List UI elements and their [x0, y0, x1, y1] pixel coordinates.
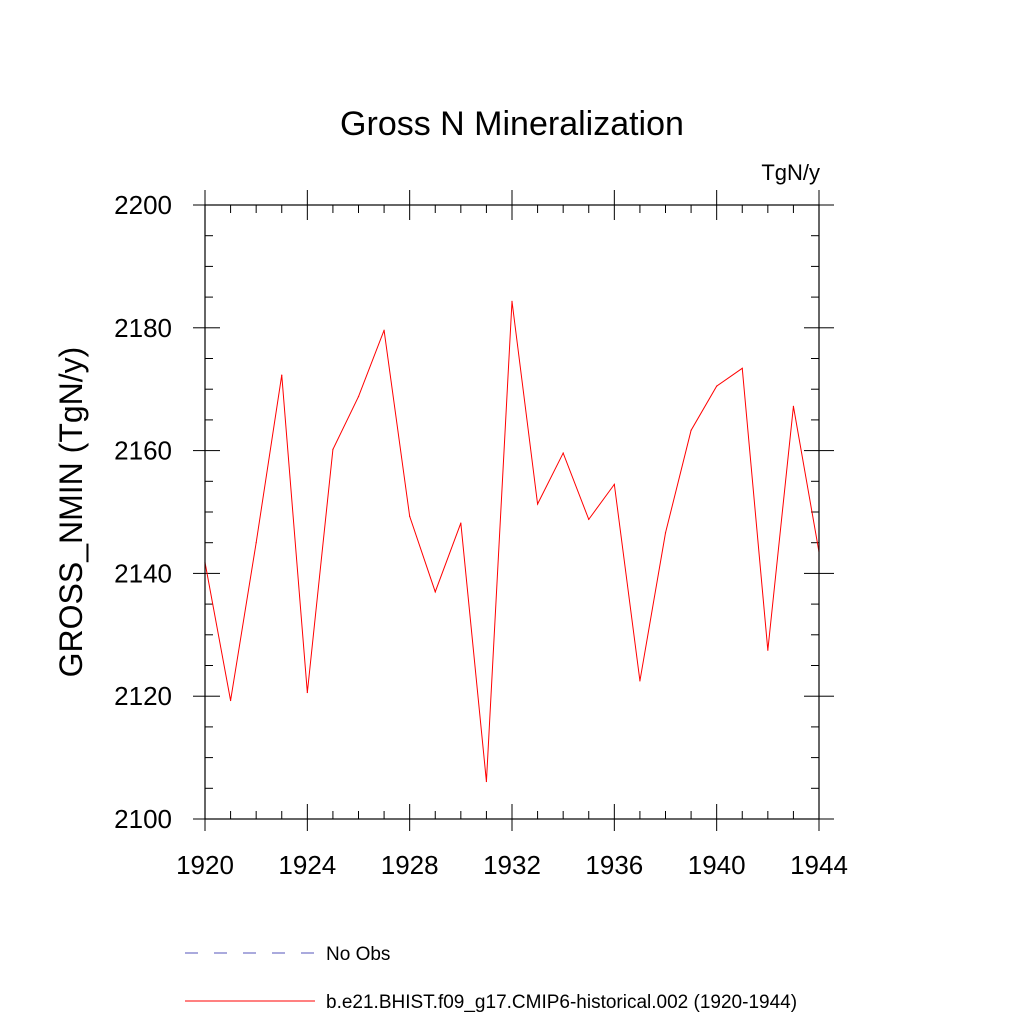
y-axis-label: GROSS_NMIN (TgN/y) — [53, 347, 89, 678]
data-point — [716, 385, 718, 387]
x-tick-label: 1932 — [483, 850, 541, 880]
y-tick-label: 2120 — [114, 681, 172, 711]
x-tick-label: 1928 — [381, 850, 439, 880]
data-point — [792, 405, 795, 407]
data-point — [281, 374, 283, 376]
data-point — [255, 542, 257, 544]
x-tick-label: 1944 — [790, 850, 848, 880]
data-point — [409, 515, 411, 517]
legend-label-no-obs: No Obs — [326, 944, 390, 965]
data-point — [485, 780, 488, 783]
data-point — [741, 367, 743, 369]
data-point — [332, 448, 334, 450]
y-tick-label: 2100 — [114, 804, 172, 834]
plot-frame — [204, 204, 820, 820]
ticks-layer — [193, 190, 834, 831]
data-point — [383, 329, 385, 331]
legend-label-model: b.e21.BHIST.f09_g17.CMIP6-historical.002… — [326, 992, 797, 1013]
data-point — [588, 518, 590, 520]
data-point — [690, 429, 692, 431]
x-tick-label: 1936 — [585, 850, 643, 880]
data-point — [460, 522, 462, 524]
data-point — [562, 452, 564, 454]
data-point — [664, 532, 667, 534]
y-tick-label: 2140 — [114, 558, 172, 588]
chart-title: Gross N Mineralization — [340, 105, 684, 143]
data-point — [613, 483, 615, 485]
data-point — [229, 699, 232, 702]
y-tick-label: 2180 — [114, 313, 172, 343]
data-point — [434, 591, 436, 593]
x-tick-label: 1940 — [688, 850, 746, 880]
data-point — [511, 300, 513, 302]
data-point — [639, 680, 641, 682]
data-point — [357, 395, 360, 398]
y-tick-label: 2200 — [114, 190, 172, 220]
legend: No Obs b.e21.BHIST.f09_g17.CMIP6-histori… — [185, 944, 797, 1013]
series-line — [204, 301, 820, 782]
units-label: TgN/y — [761, 160, 820, 185]
x-tick-label: 1920 — [176, 850, 234, 880]
x-tick-label: 1924 — [278, 850, 336, 880]
data-point — [767, 649, 769, 651]
series-layer — [204, 300, 820, 783]
data-point — [306, 691, 308, 694]
tick-labels-layer: 1920 1924 1928 1932 1936 1940 1944 2100 2120 2140… — [114, 190, 848, 880]
y-tick-label: 2160 — [114, 436, 172, 466]
data-point — [536, 503, 539, 505]
